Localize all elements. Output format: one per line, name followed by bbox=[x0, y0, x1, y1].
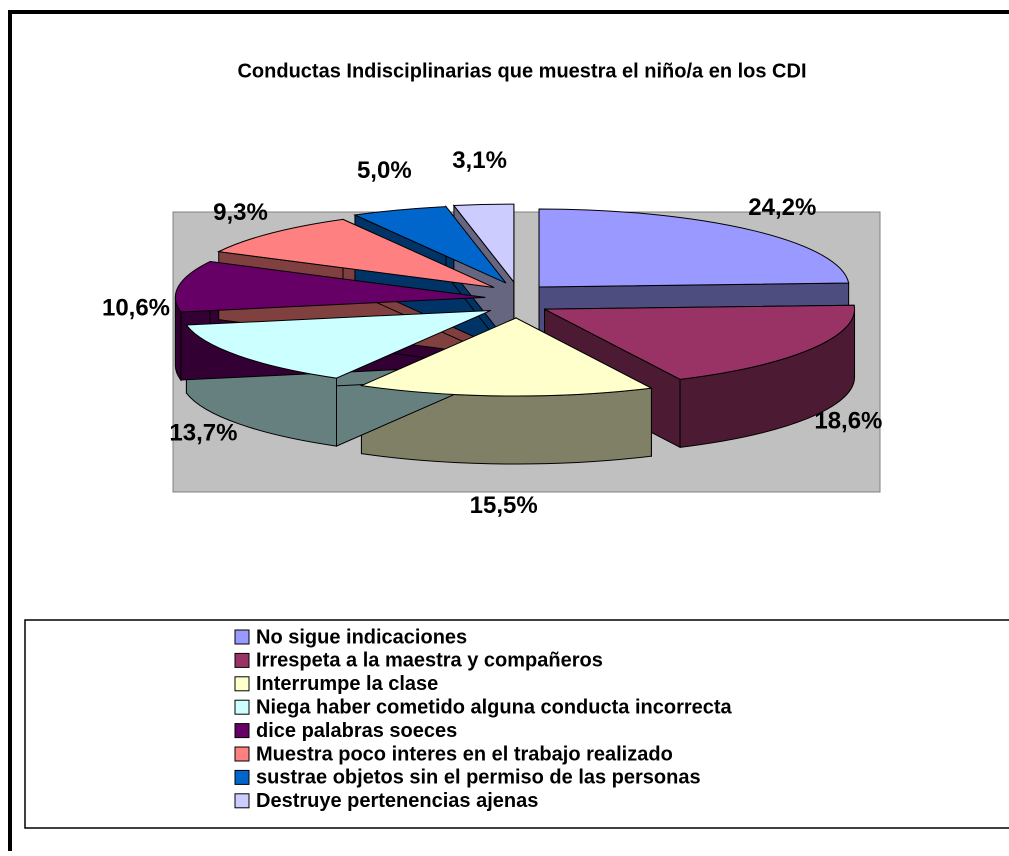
slice-top bbox=[353, 206, 507, 284]
pie-tops bbox=[174, 203, 856, 397]
legend-label: dice palabras soeces bbox=[256, 720, 457, 742]
legend-label: Niega haber cometido alguna conducta inc… bbox=[256, 696, 733, 718]
data-label: 5,0% bbox=[357, 157, 412, 184]
data-label: 3,1% bbox=[452, 147, 507, 174]
legend-swatch bbox=[234, 699, 250, 715]
slice-top bbox=[359, 317, 654, 397]
data-label: 10,6% bbox=[102, 294, 170, 321]
legend-label: Destruye pertenencias ajenas bbox=[256, 790, 538, 812]
slice-top bbox=[216, 218, 495, 288]
data-label: 9,3% bbox=[213, 199, 268, 226]
legend bbox=[24, 619, 1009, 829]
legend-swatch bbox=[234, 746, 250, 762]
legend-swatch bbox=[234, 769, 250, 785]
slice-top bbox=[544, 304, 856, 380]
legend-label: No sigue indicaciones bbox=[256, 626, 467, 648]
legend-label: Interrumpe la clase bbox=[256, 673, 438, 695]
legend-label: Irrespeta a la maestra y compañeros bbox=[256, 650, 603, 672]
slice-top bbox=[185, 309, 492, 379]
data-label: 18,6% bbox=[814, 407, 882, 434]
slice-top bbox=[174, 261, 486, 313]
legend-swatch bbox=[234, 793, 250, 809]
legend-swatch bbox=[234, 629, 250, 645]
legend-label: sustrae objetos sin el permiso de las pe… bbox=[256, 767, 701, 789]
slice-top bbox=[538, 208, 850, 288]
data-label: 13,7% bbox=[169, 420, 237, 447]
legend-swatch bbox=[234, 723, 250, 739]
legend-swatch bbox=[234, 676, 250, 692]
chart-title: Conductas Indisciplinarias que muestra e… bbox=[237, 60, 806, 82]
legend-label: Muestra poco interes en el trabajo reali… bbox=[256, 743, 673, 765]
legend-swatch bbox=[234, 652, 250, 668]
data-label: 24,2% bbox=[748, 194, 816, 221]
data-label: 15,5% bbox=[470, 492, 538, 519]
slice-top bbox=[452, 203, 515, 284]
